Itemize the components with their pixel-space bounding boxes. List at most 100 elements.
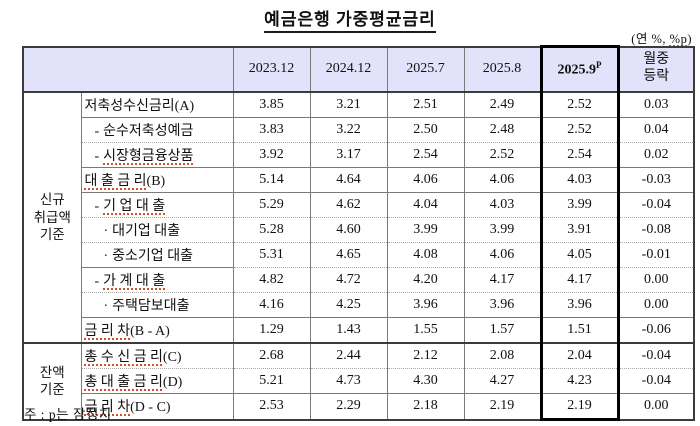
label-text: 총 수 신 금 리 <box>84 350 163 365</box>
value-cell: 4.06 <box>463 242 541 268</box>
value-cell: 5.28 <box>232 217 310 243</box>
label-prefix: · <box>103 299 109 314</box>
row-label: 저축성수신금리(A) <box>80 92 233 118</box>
label-suffix: (A) <box>174 99 195 114</box>
title-row: 예금은행 가중평균금리 <box>0 5 700 33</box>
value-cell: 4.27 <box>463 368 541 394</box>
value-cell: 4.73 <box>309 368 387 394</box>
table-row: -기 업 대 출 5.29 4.62 4.04 4.03 3.99 -0.04 <box>23 192 694 218</box>
unit-note-post: ) <box>687 32 692 46</box>
row-label: 총 대 출 금 리(D) <box>80 368 233 394</box>
value-cell: 4.03 <box>463 192 541 218</box>
value-cell: 1.43 <box>309 317 387 343</box>
row-label: · 대기업 대출 <box>80 217 233 243</box>
label-suffix: (D) <box>162 375 183 390</box>
value-cell: 3.96 <box>386 292 464 318</box>
value-cell: 2.12 <box>386 342 464 369</box>
value-cell: 2.08 <box>463 342 541 369</box>
label-text: 금 리 차 <box>84 400 131 416</box>
label-text: 주택담보대출 <box>112 299 190 314</box>
value-cell: 3.91 <box>539 217 620 243</box>
group-new-transactions: 신규 취급액 기준 <box>23 92 81 343</box>
value-cell: 4.05 <box>539 242 620 268</box>
value-cell: 5.31 <box>232 242 310 268</box>
header-empty-cell <box>23 46 233 93</box>
value-cell: 3.22 <box>309 117 387 143</box>
table-row: · 중소기업 대출 5.31 4.65 4.08 4.06 4.05 -0.01 <box>23 242 694 268</box>
value-cell: 0.00 <box>617 267 694 293</box>
header-col-2025-9-provisional: 2025.9P <box>539 45 620 93</box>
value-cell: 0.00 <box>617 393 694 420</box>
value-cell: 1.55 <box>386 317 464 343</box>
value-cell: 1.57 <box>463 317 541 343</box>
value-cell: 0.00 <box>617 292 694 318</box>
page-title: 예금은행 가중평균금리 <box>264 5 436 33</box>
value-cell: 3.17 <box>309 142 387 168</box>
label-suffix: (D - C) <box>130 400 171 416</box>
value-cell: 1.29 <box>232 317 310 343</box>
value-cell: 2.44 <box>309 342 387 369</box>
header-col-2023-12: 2023.12 <box>232 46 310 93</box>
value-cell: 5.14 <box>232 167 310 193</box>
label-prefix: - <box>94 199 100 214</box>
unit-note: (연 %, %p) <box>631 28 692 47</box>
table-row: 금 리 차(B - A) 1.29 1.43 1.55 1.57 1.51 -0.06 <box>23 317 694 343</box>
value-cell: 1.51 <box>539 317 620 343</box>
value-cell: 4.03 <box>539 167 620 193</box>
unit-note-pre: (연 %, <box>631 32 670 46</box>
table-row: -가 계 대 출 4.82 4.72 4.20 4.17 4.17 0.00 <box>23 267 694 293</box>
row-label: 대 출 금 리(B) <box>80 167 233 193</box>
row-label: 금 리 차(B - A) <box>80 317 233 343</box>
row-label: 금 리 차(D - C) <box>80 393 233 420</box>
value-cell: 4.17 <box>463 267 541 293</box>
value-cell: 2.29 <box>309 393 387 420</box>
group-balance: 잔액 기준 <box>23 342 81 420</box>
label-text: 순수저축성예금 <box>103 124 194 139</box>
value-cell: 4.82 <box>232 267 310 293</box>
value-cell: 3.99 <box>463 217 541 243</box>
value-cell: 4.08 <box>386 242 464 268</box>
row-label: · 중소기업 대출 <box>80 242 233 268</box>
value-cell: 4.65 <box>309 242 387 268</box>
table-row: 신규 취급액 기준 저축성수신금리(A) 3.85 3.21 2.51 2.49 2.52 0… <box>23 92 694 343</box>
label-suffix: (B) <box>146 174 166 189</box>
value-cell: 2.54 <box>539 142 620 168</box>
value-cell: 2.49 <box>463 92 541 118</box>
provisional-superscript: P <box>596 59 602 70</box>
value-cell: -0.08 <box>617 217 694 243</box>
value-cell: 0.04 <box>617 117 694 143</box>
table-row: - 순수저축성예금 3.83 3.22 2.50 2.48 2.52 0.04 <box>23 117 694 143</box>
value-cell: 0.02 <box>617 142 694 168</box>
value-cell: 3.83 <box>232 117 310 143</box>
value-cell: -0.03 <box>617 167 694 193</box>
value-cell: 5.21 <box>232 368 310 394</box>
value-cell: 3.96 <box>463 292 541 318</box>
value-cell: 4.30 <box>386 368 464 394</box>
value-cell: 2.18 <box>386 393 464 420</box>
table-header: 2023.12 2024.12 2025.7 2025.8 2025.9P 월중… <box>23 45 694 93</box>
label-text: 대기업 대출 <box>112 224 181 239</box>
row-label: · 주택담보대출 <box>80 292 233 318</box>
table-row: 금 리 차(D - C) 2.53 2.29 2.18 2.19 2.19 0.00 <box>23 393 694 421</box>
table-row: - 시장형금융상품 3.92 3.17 2.54 2.52 2.54 0.02 <box>23 142 694 168</box>
value-cell: 3.92 <box>232 142 310 168</box>
value-cell: 2.19 <box>463 393 541 420</box>
value-cell: 2.48 <box>463 117 541 143</box>
label-prefix: - <box>94 274 100 289</box>
value-cell: 2.19 <box>539 393 620 421</box>
label-suffix: (B - A) <box>130 324 170 339</box>
label-prefix: - <box>94 124 100 139</box>
footnote: 주 : p는 잠정치 <box>24 407 112 422</box>
label-text: 중소기업 대출 <box>112 249 193 264</box>
label-text: 대 출 금 리 <box>84 174 147 189</box>
value-cell: 4.17 <box>539 267 620 293</box>
unit-note-highlight: %p <box>669 32 688 46</box>
value-cell: 4.16 <box>232 292 310 318</box>
value-cell: 4.04 <box>386 192 464 218</box>
header-col-2024-12: 2024.12 <box>309 46 387 93</box>
table-row: · 대기업 대출 5.28 4.60 3.99 3.99 3.91 -0.08 <box>23 217 694 243</box>
row-label: -기 업 대 출 <box>80 192 233 218</box>
value-cell: -0.04 <box>617 368 694 394</box>
table-row: 잔액 기준 총 수 신 금 리(C) 2.68 2.44 2.12 2.08 2.04 -0.… <box>23 342 694 420</box>
label-text: 기 업 대 출 <box>103 199 166 214</box>
